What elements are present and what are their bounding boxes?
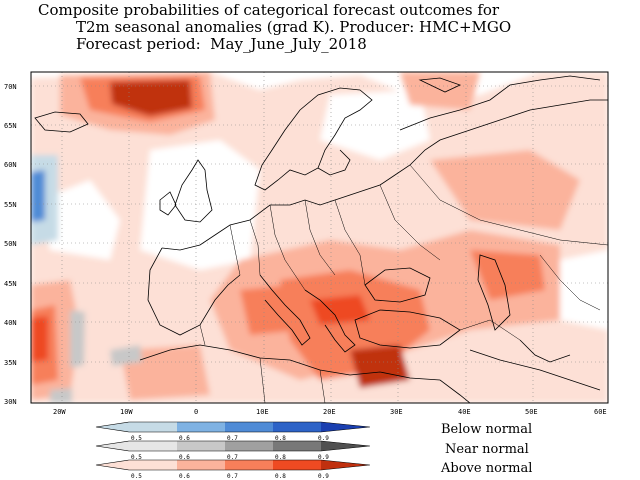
legend-swatch-above-4 [273,460,321,470]
legend-tick: 0.6 [179,435,190,442]
lon-label: 10W [120,408,133,416]
legend-swatch-near-5 [321,441,370,451]
legend-tick: 0.8 [275,473,286,480]
lon-label: 10E [256,408,269,416]
legend-swatch-above-2 [177,460,225,470]
lat-label: 40N [4,319,17,327]
latitude-labels: 70N 65N 60N 55N 50N 45N 40N 35N 30N [4,83,17,406]
legend-label-above: Above normal [440,461,532,476]
legend-label-below: Below normal [441,422,532,437]
lon-label: 0 [194,408,198,416]
title-line-2: T2m seasonal anomalies (grad K). Produce… [76,18,512,36]
longitude-labels: 20W 10W 0 10E 20E 30E 40E 50E 60E [53,408,607,416]
legend-tick: 0.6 [179,454,190,461]
legend-tick: 0.8 [275,435,286,442]
map-title: Composite probabilities of categorical f… [0,0,640,72]
legend-swatch-below-3 [225,422,273,432]
lat-label: 45N [4,280,17,288]
legend-tick: 0.5 [131,473,142,480]
lon-label: 60E [594,408,607,416]
lat-label: 60N [4,161,17,169]
legend-swatch-below-1 [129,422,177,432]
legend-tick: 0.9 [318,435,329,442]
legend-tick: 0.9 [318,454,329,461]
legend-swatch-below-4 [273,422,321,432]
country-borders [199,164,608,403]
lon-label: 20W [53,408,66,416]
legend-tick: 0.9 [318,473,329,480]
lat-label: 30N [4,398,17,406]
legend-tick: 0.7 [227,454,238,461]
legend-swatch-near-3 [225,441,273,451]
legend-swatch-below-5 [321,422,370,432]
lon-label: 20E [323,408,336,416]
lat-label: 70N [4,83,17,91]
legend-bar-below: 0.5 0.6 0.7 0.8 0.9 [95,421,371,442]
legend-tick: 0.6 [179,473,190,480]
lat-label: 55N [4,201,17,209]
lat-label: 35N [4,359,17,367]
lon-label: 40E [458,408,471,416]
legend-swatch-near-2 [177,441,225,451]
legend-swatch-above-1 [129,460,177,470]
legend-swatch-below-2 [177,422,225,432]
legend-tick: 0.7 [227,473,238,480]
map-border [30,71,609,404]
lat-label: 50N [4,240,17,248]
lat-label: 65N [4,122,17,130]
probability-field [31,72,608,403]
legend-color-bars: 0.5 0.6 0.7 0.8 0.9 0.5 0.6 0.7 0.8 0.9 [95,421,371,480]
legend-swatch-above-5 [321,460,370,470]
legend-swatch-near-0 [96,441,129,451]
lon-label: 50E [525,408,538,416]
legend-tick: 0.5 [131,454,142,461]
legend-swatch-below-0 [96,422,129,432]
legend-bar-near: 0.5 0.6 0.7 0.8 0.9 [95,440,371,461]
legend-label-near: Near normal [445,442,529,457]
grid-lines [31,72,608,403]
legend-swatch-near-4 [273,441,321,451]
lon-label: 30E [390,408,403,416]
legend-tick: 0.7 [227,435,238,442]
legend-tick: 0.8 [275,454,286,461]
legend-swatch-above-0 [96,460,129,470]
coastlines [34,75,608,403]
legend-bar-above: 0.5 0.6 0.7 0.8 0.9 [95,459,371,480]
legend-tick: 0.5 [131,435,142,442]
legend-swatch-above-3 [225,460,273,470]
title-line-3: Forecast period: May_June_July_2018 [76,35,367,53]
title-line-1: Composite probabilities of categorical f… [38,1,500,19]
legend-swatch-near-1 [129,441,177,451]
